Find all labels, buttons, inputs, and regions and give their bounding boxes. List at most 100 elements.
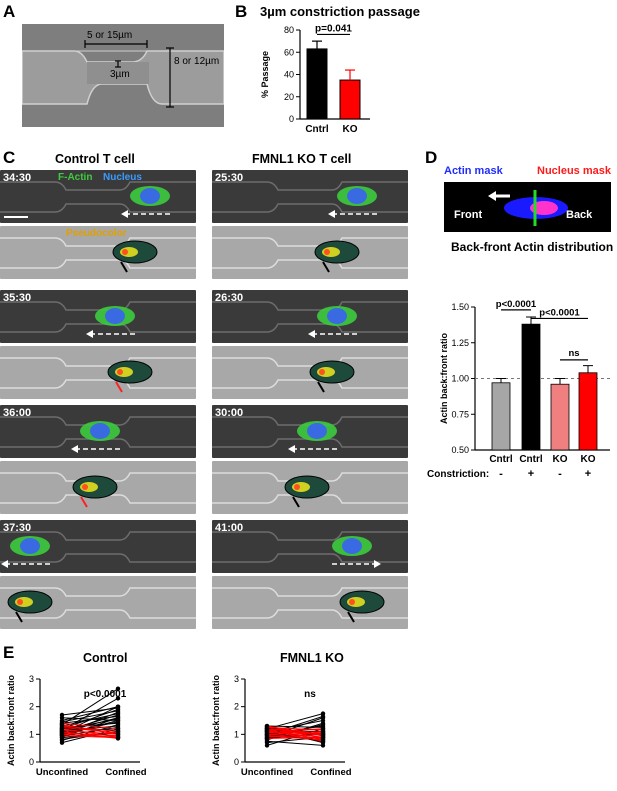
bar-2 <box>550 383 570 451</box>
pair-line <box>266 736 324 739</box>
point-unconfined <box>59 733 65 738</box>
height-label: 8 or 12µm <box>174 56 220 67</box>
point-unconfined <box>264 727 270 733</box>
x-tick-label: Unconfined <box>241 767 293 778</box>
control-frame-2-fluor: 35:30 <box>0 290 196 343</box>
point-confined <box>115 726 121 731</box>
y-axis-label: % Passage <box>260 51 270 98</box>
y-tick-label: 1 <box>234 729 239 739</box>
control-frame-3-fluor: 36:00 <box>0 405 196 458</box>
sem-annotations <box>84 40 174 108</box>
point-confined <box>320 718 326 723</box>
pair-line <box>61 735 119 739</box>
control-frame-3-pseudo <box>0 461 196 514</box>
control-frame-1-pseudo: Pseudocolor <box>0 226 196 279</box>
p-value: p<0.0001 <box>539 307 580 318</box>
timestamp: 26:30 <box>215 292 244 304</box>
p-value: ns <box>304 689 316 700</box>
panel-label-b: B <box>235 2 248 21</box>
control-title: Control T cell <box>55 152 135 166</box>
pair-line <box>266 740 324 746</box>
pair-line <box>61 726 119 734</box>
y-tick-label: 0.75 <box>451 409 469 419</box>
control-frame-1-fluor: 34:30 F-Actin Nucleus <box>0 170 196 223</box>
panel-label-d: D <box>425 148 438 167</box>
actin-mask-label: Actin mask <box>444 165 503 177</box>
y-tick-label: 1 <box>29 729 34 739</box>
chart-ko-paired: 0 1 2 3 Actin back:front ratio Unconfined Conf… <box>211 674 352 778</box>
bar-ko <box>339 79 361 120</box>
y-tick-label: 0 <box>289 114 294 124</box>
point-confined <box>320 714 326 719</box>
point-confined <box>320 739 326 744</box>
panel-label-c: C <box>3 148 16 167</box>
pair-line <box>61 724 119 735</box>
y-tick-label: 60 <box>284 47 294 57</box>
y-tick-label: 2 <box>29 702 34 712</box>
ko-frame-3-fluor: 30:00 <box>212 405 408 458</box>
point-confined <box>320 726 326 731</box>
x-tick-label: Cntrl <box>519 454 543 465</box>
y-tick-label: 80 <box>284 25 294 35</box>
pair-line <box>61 729 119 735</box>
ko-frame-1-fluor: 25:30 <box>212 170 408 223</box>
back-label: Back <box>566 209 593 221</box>
pair-line <box>61 722 119 730</box>
timestamp: 36:00 <box>3 407 32 419</box>
ko-frame-3-pseudo <box>212 461 408 514</box>
pseudocolor-label: Pseudocolor <box>66 228 127 239</box>
constriction-value: + <box>585 468 591 480</box>
pair-line <box>61 710 119 723</box>
point-confined <box>115 718 121 723</box>
constriction-label: Constriction: <box>427 469 489 480</box>
bar-1 <box>521 323 541 451</box>
timestamp: 34:30 <box>3 172 32 184</box>
point-confined <box>320 734 326 740</box>
factin-label: F-Actin <box>58 172 93 183</box>
front-label: Front <box>454 209 483 221</box>
nucleus-mask-label: Nucleus mask <box>537 165 611 177</box>
x-tick-label: Cntrl <box>305 124 329 135</box>
x-tick-label: Cntrl <box>489 454 513 465</box>
y-tick-label: 3 <box>234 674 239 684</box>
bar-0 <box>491 382 511 451</box>
point-confined <box>320 730 326 736</box>
p-value: p<0.0001 <box>84 689 127 700</box>
ko-frame-2-fluor: 26:30 <box>212 290 408 343</box>
pair-line <box>61 715 119 724</box>
y-axis-label: Actin back:front ratio <box>6 674 16 766</box>
timestamp: 35:30 <box>3 292 32 304</box>
pair-line <box>266 728 324 733</box>
panel-b-title: 3µm constriction passage <box>260 4 420 19</box>
pair-line <box>61 718 119 730</box>
constriction-value: + <box>528 468 534 480</box>
constriction-value: - <box>558 468 562 480</box>
p-value: p=0.041 <box>315 23 352 34</box>
point-unconfined <box>59 712 65 718</box>
ns-label: ns <box>568 348 579 359</box>
point-unconfined <box>59 740 65 745</box>
chart-back-front: 0.50 0.75 1.00 1.25 1.50 Actin back:front rat… <box>427 299 610 480</box>
pair-line <box>61 707 119 716</box>
point-confined <box>320 722 326 727</box>
y-tick-label: 0 <box>29 757 34 767</box>
ko-title: FMNL1 KO T cell <box>252 152 352 166</box>
point-unconfined <box>59 722 65 727</box>
pair-line <box>61 733 119 738</box>
y-tick-label: 3 <box>29 674 34 684</box>
p-value: p<0.0001 <box>496 299 537 310</box>
pair-line <box>266 725 324 739</box>
x-tick-label: KO <box>343 124 358 135</box>
x-tick-label: Unconfined <box>36 767 88 778</box>
y-tick-label: 1.25 <box>451 338 469 348</box>
ko-frame-4-fluor: 41:00 <box>212 520 408 573</box>
point-confined <box>115 708 121 714</box>
y-tick-label: 2 <box>234 702 239 712</box>
timestamp: 25:30 <box>215 172 244 184</box>
y-axis-label: Actin back:front ratio <box>211 674 221 766</box>
chart-passage: 0 20 40 60 80 % Passage Cntrl KO p=0.041 <box>260 23 370 135</box>
pair-line <box>61 725 119 733</box>
control-frame-4-pseudo <box>0 576 196 629</box>
ko-frame-4-pseudo <box>212 576 408 629</box>
y-tick-label: 20 <box>284 92 294 102</box>
